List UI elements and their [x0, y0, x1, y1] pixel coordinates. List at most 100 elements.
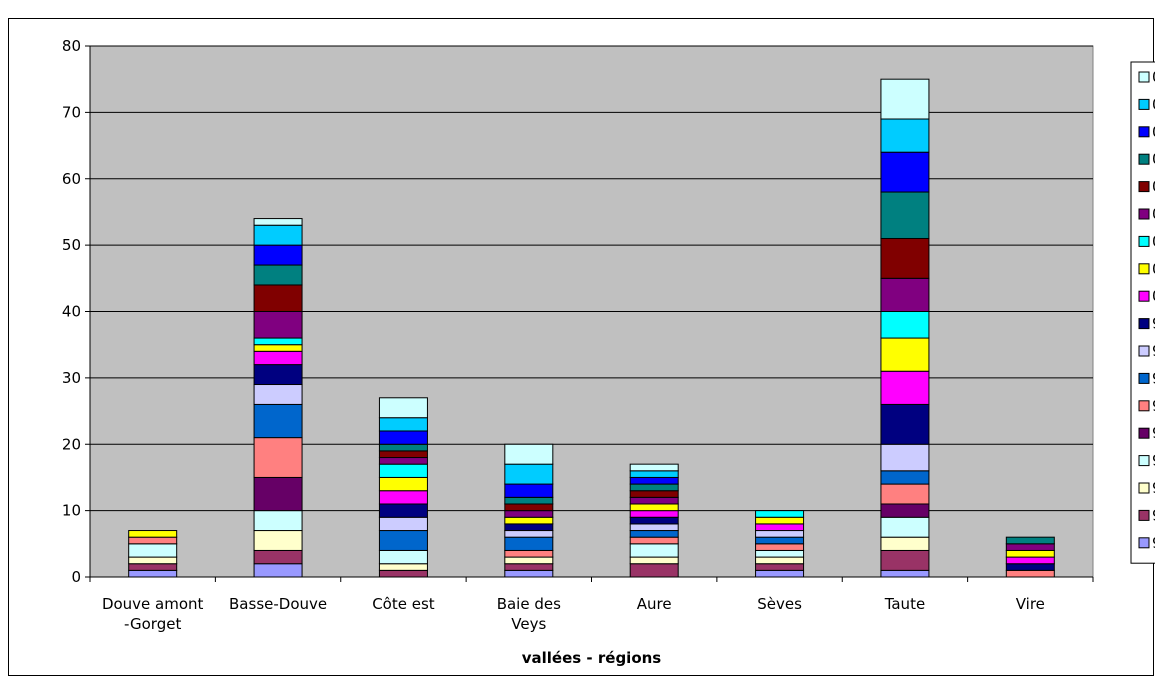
legend-label-93: 93 — [1152, 479, 1155, 497]
bar-segment-96 — [880, 483, 930, 505]
bar-segment-94 — [629, 543, 679, 558]
bar-segment-08 — [504, 443, 554, 465]
bar-segment-03 — [378, 457, 428, 465]
x-category-label: Douve amont -Gorget — [102, 595, 204, 633]
bar-segment-91 — [504, 569, 554, 578]
bar-segment-00 — [629, 510, 679, 518]
bar-segment-92 — [880, 549, 930, 571]
bar-segment-96 — [253, 437, 303, 478]
legend-swatch-99 — [1138, 318, 1150, 330]
bar-segment-96 — [128, 536, 178, 545]
bar-segment-05 — [504, 496, 554, 505]
bar-segment-01 — [880, 337, 930, 372]
bar-segment-02 — [755, 510, 805, 518]
y-tick-label: 10 — [62, 502, 81, 520]
bar-segment-06 — [378, 430, 428, 445]
bar-segment-01 — [253, 344, 303, 352]
bar-segment-97 — [629, 530, 679, 538]
bar-segment-97 — [378, 530, 428, 551]
bar-segment-99 — [378, 503, 428, 518]
y-tick-label: 50 — [62, 236, 81, 254]
bar-segment-99 — [880, 403, 930, 445]
legend-swatch-97 — [1138, 372, 1150, 384]
legend-swatch-06 — [1138, 126, 1150, 138]
bar-segment-07 — [880, 118, 930, 153]
bar-segment-08 — [253, 218, 303, 226]
legend-swatch-08 — [1138, 71, 1150, 83]
legend-swatch-04 — [1138, 181, 1150, 193]
bar-segment-93 — [629, 556, 679, 565]
legend-label-94: 94 — [1152, 452, 1155, 470]
bar-segment-05 — [880, 191, 930, 239]
bar-segment-03 — [1005, 543, 1055, 551]
legend-label-06: 06 — [1152, 123, 1155, 141]
bar-segment-98 — [755, 530, 805, 538]
bar-segment-08 — [629, 463, 679, 472]
legend-swatch-92 — [1138, 509, 1150, 521]
bar-segment-93 — [253, 530, 303, 551]
bar-segment-92 — [378, 569, 428, 578]
legend-label-05: 05 — [1152, 150, 1155, 168]
bar-segment-96 — [1005, 569, 1055, 578]
legend-label-95: 95 — [1152, 424, 1155, 442]
bar-segment-98 — [378, 516, 428, 532]
legend-label-98: 98 — [1152, 342, 1155, 360]
legend-label-00: 00 — [1152, 287, 1155, 305]
legend-swatch-07 — [1138, 98, 1150, 110]
legend-swatch-05 — [1138, 153, 1150, 165]
legend-swatch-01 — [1138, 263, 1150, 275]
bar-segment-93 — [128, 556, 178, 565]
legend-label-01: 01 — [1152, 260, 1155, 278]
y-tick-label: 70 — [62, 103, 81, 121]
bar-segment-05 — [253, 264, 303, 286]
bar-segment-08 — [378, 397, 428, 419]
bar-segment-98 — [504, 530, 554, 538]
legend-label-04: 04 — [1152, 178, 1155, 196]
legend-swatch-95 — [1138, 427, 1150, 439]
y-tick-label: 30 — [62, 369, 81, 387]
bar-segment-97 — [253, 403, 303, 439]
bar-segment-04 — [629, 490, 679, 498]
bar-segment-93 — [880, 536, 930, 551]
bar-segment-92 — [629, 563, 679, 578]
bar-segment-01 — [755, 516, 805, 525]
y-tick-label: 20 — [62, 435, 81, 453]
x-category-label: Sèves — [757, 595, 802, 613]
legend-label-02: 02 — [1152, 232, 1155, 250]
bar-segment-01 — [1005, 549, 1055, 558]
bar-segment-03 — [629, 496, 679, 505]
bar-segment-91 — [755, 569, 805, 578]
bar-segment-02 — [880, 311, 930, 339]
bar-segment-96 — [755, 543, 805, 551]
legend-swatch-93 — [1138, 482, 1150, 494]
bar-segment-95 — [253, 476, 303, 512]
y-tick-label: 80 — [62, 37, 81, 55]
legend — [1130, 61, 1155, 564]
bar-segment-00 — [1005, 556, 1055, 565]
bar-segment-05 — [378, 443, 428, 452]
legend-label-96: 96 — [1152, 397, 1155, 415]
legend-swatch-98 — [1138, 345, 1150, 357]
x-category-label: Aure — [637, 595, 672, 613]
bar-segment-01 — [378, 476, 428, 492]
bar-segment-07 — [629, 470, 679, 478]
bar-segment-91 — [128, 569, 178, 578]
bar-segment-05 — [629, 483, 679, 492]
bar-segment-00 — [378, 490, 428, 505]
bar-segment-98 — [880, 443, 930, 472]
bar-segment-92 — [128, 563, 178, 571]
x-category-label: Baie des Veys — [497, 595, 561, 633]
bar-segment-94 — [880, 516, 930, 538]
legend-label-07: 07 — [1152, 95, 1155, 113]
legend-swatch-91 — [1138, 537, 1150, 549]
bar-segment-99 — [504, 523, 554, 532]
bar-segment-98 — [629, 523, 679, 532]
bar-segment-92 — [755, 563, 805, 571]
bar-segment-96 — [504, 549, 554, 558]
bar-segment-96 — [629, 536, 679, 545]
y-tick-label: 0 — [71, 568, 81, 586]
y-tick-label: 60 — [62, 170, 81, 188]
bar-segment-05 — [1005, 536, 1055, 545]
bar-segment-98 — [253, 384, 303, 405]
